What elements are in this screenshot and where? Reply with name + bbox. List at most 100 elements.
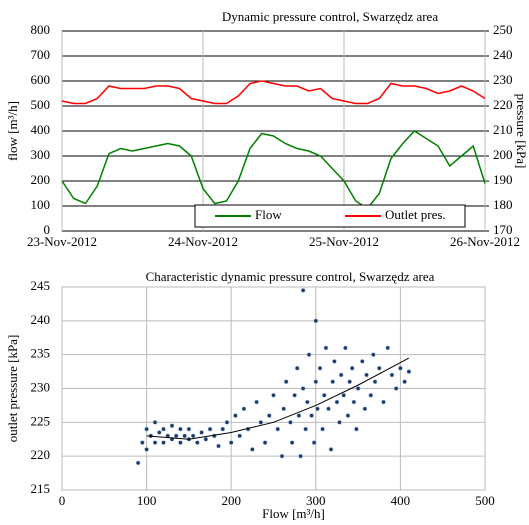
- scatter-point: [178, 426, 183, 432]
- scatter-point: [195, 440, 200, 445]
- y2-tick-label: 180: [493, 197, 513, 212]
- scatter-point: [237, 433, 242, 439]
- scatter-point: [228, 440, 234, 445]
- scatter-point: [313, 318, 319, 324]
- y-tick-label: 500: [31, 97, 51, 112]
- y-tick-label: 200: [31, 172, 51, 187]
- x-tick-label: 100: [137, 493, 157, 508]
- scatter-point: [254, 399, 259, 405]
- scatter-point: [156, 430, 162, 435]
- scatter-point: [279, 453, 285, 459]
- data-line: [61, 80, 486, 105]
- scatter-point: [182, 433, 187, 439]
- scatter-point: [161, 426, 166, 432]
- y2-tick-label: 230: [493, 72, 513, 87]
- legend-box: [194, 204, 466, 228]
- y2-tick-label: 250: [493, 22, 513, 37]
- scatter-point: [300, 288, 306, 293]
- scatter-point: [275, 426, 281, 432]
- scatter-point: [317, 365, 323, 371]
- scatter-point: [334, 399, 340, 405]
- y-tick-label: 0: [44, 222, 51, 237]
- scatter-point: [266, 413, 272, 418]
- scatter-point: [289, 440, 295, 445]
- scatter-point: [368, 392, 374, 398]
- scatter-point: [328, 447, 334, 452]
- y-axis-label: outlet pressure [kPa]: [5, 335, 20, 443]
- x-tick-label: 400: [391, 493, 411, 508]
- data-line: [61, 130, 486, 210]
- scatter-point: [161, 440, 166, 445]
- trend-line: [146, 357, 410, 440]
- scatter-point: [169, 423, 175, 429]
- scatter-point: [393, 386, 399, 391]
- y-tick-label: 230: [31, 379, 51, 394]
- scatter-point: [173, 433, 179, 439]
- y-axis-label: flow [m³/h]: [5, 101, 20, 161]
- x-tick-label: 24-Nov-2012: [168, 234, 238, 249]
- y2-tick-label: 200: [493, 147, 513, 162]
- y-tick-label: 225: [31, 413, 51, 428]
- y2-tick-label: 220: [493, 97, 513, 112]
- scatter-point: [144, 447, 149, 452]
- scatter-point: [341, 392, 347, 398]
- scatter-point: [389, 372, 395, 378]
- scatter-point: [152, 420, 158, 425]
- scatter-point: [262, 440, 268, 445]
- x-axis-label: Flow [m³/h]: [262, 506, 325, 520]
- scatter-point: [224, 420, 230, 425]
- y-tick-label: 700: [31, 47, 51, 62]
- scatter-point: [321, 392, 327, 398]
- y2-tick-label: 170: [493, 222, 513, 237]
- scatter-point: [233, 413, 238, 418]
- scatter-point: [283, 379, 289, 385]
- scatter-point: [220, 426, 226, 432]
- scatter-point: [355, 386, 361, 391]
- y-tick-label: 245: [31, 278, 51, 293]
- chart-panel: 215 220 225 230 235 240 245 0 100 200 300 400 500 Cha…: [5, 269, 495, 521]
- scatter-point: [362, 406, 368, 412]
- scatter-point: [326, 406, 331, 412]
- scatter-point: [398, 365, 403, 371]
- x-tick-label: 23-Nov-2012: [27, 234, 97, 249]
- scatter-point: [300, 386, 306, 391]
- legend-label: Flow: [255, 207, 282, 222]
- scatter-point: [305, 399, 310, 405]
- scatter-point: [306, 352, 312, 357]
- scatter-point: [360, 359, 365, 364]
- y-tick-label: 215: [31, 481, 51, 496]
- scatter-point: [199, 430, 204, 435]
- scatter-point: [313, 379, 319, 385]
- scatter-point: [372, 379, 378, 385]
- scatter-point: [315, 406, 320, 412]
- x-tick-label: 26-Nov-2012: [450, 234, 520, 249]
- scatter-point: [288, 420, 293, 425]
- chart-title: Characteristic dynamic pressure control,…: [146, 269, 435, 284]
- y-tick-label: 600: [31, 72, 51, 87]
- scatter-point: [186, 426, 192, 432]
- x-tick-label: 300: [306, 493, 326, 508]
- y-tick-label: 240: [31, 312, 51, 327]
- chart-panel: 0 100 200 300 400 500 600 700 800 170 180 190 200 210…: [5, 9, 529, 249]
- scatter-point: [309, 413, 314, 418]
- scatter-point: [271, 392, 276, 398]
- legend-label: Outlet pres.: [385, 207, 446, 222]
- scatter-point: [330, 379, 336, 385]
- scatter-point: [203, 436, 209, 442]
- y2-axis-label: pressure [kPa]: [514, 94, 529, 169]
- scatter-point: [347, 379, 352, 385]
- y2-tick-label: 210: [493, 122, 513, 137]
- scatter-point: [376, 365, 382, 371]
- scatter-point: [207, 426, 213, 432]
- y-tick-label: 300: [31, 147, 51, 162]
- x-tick-label: 200: [221, 493, 241, 508]
- scatter-point: [178, 440, 183, 445]
- scatter-point: [250, 447, 255, 452]
- x-tick-label: 500: [475, 493, 495, 508]
- scatter-point: [349, 365, 355, 371]
- scatter-point: [338, 372, 344, 378]
- scatter-point: [345, 413, 351, 418]
- scatter-point: [332, 359, 337, 364]
- scatter-point: [351, 399, 357, 405]
